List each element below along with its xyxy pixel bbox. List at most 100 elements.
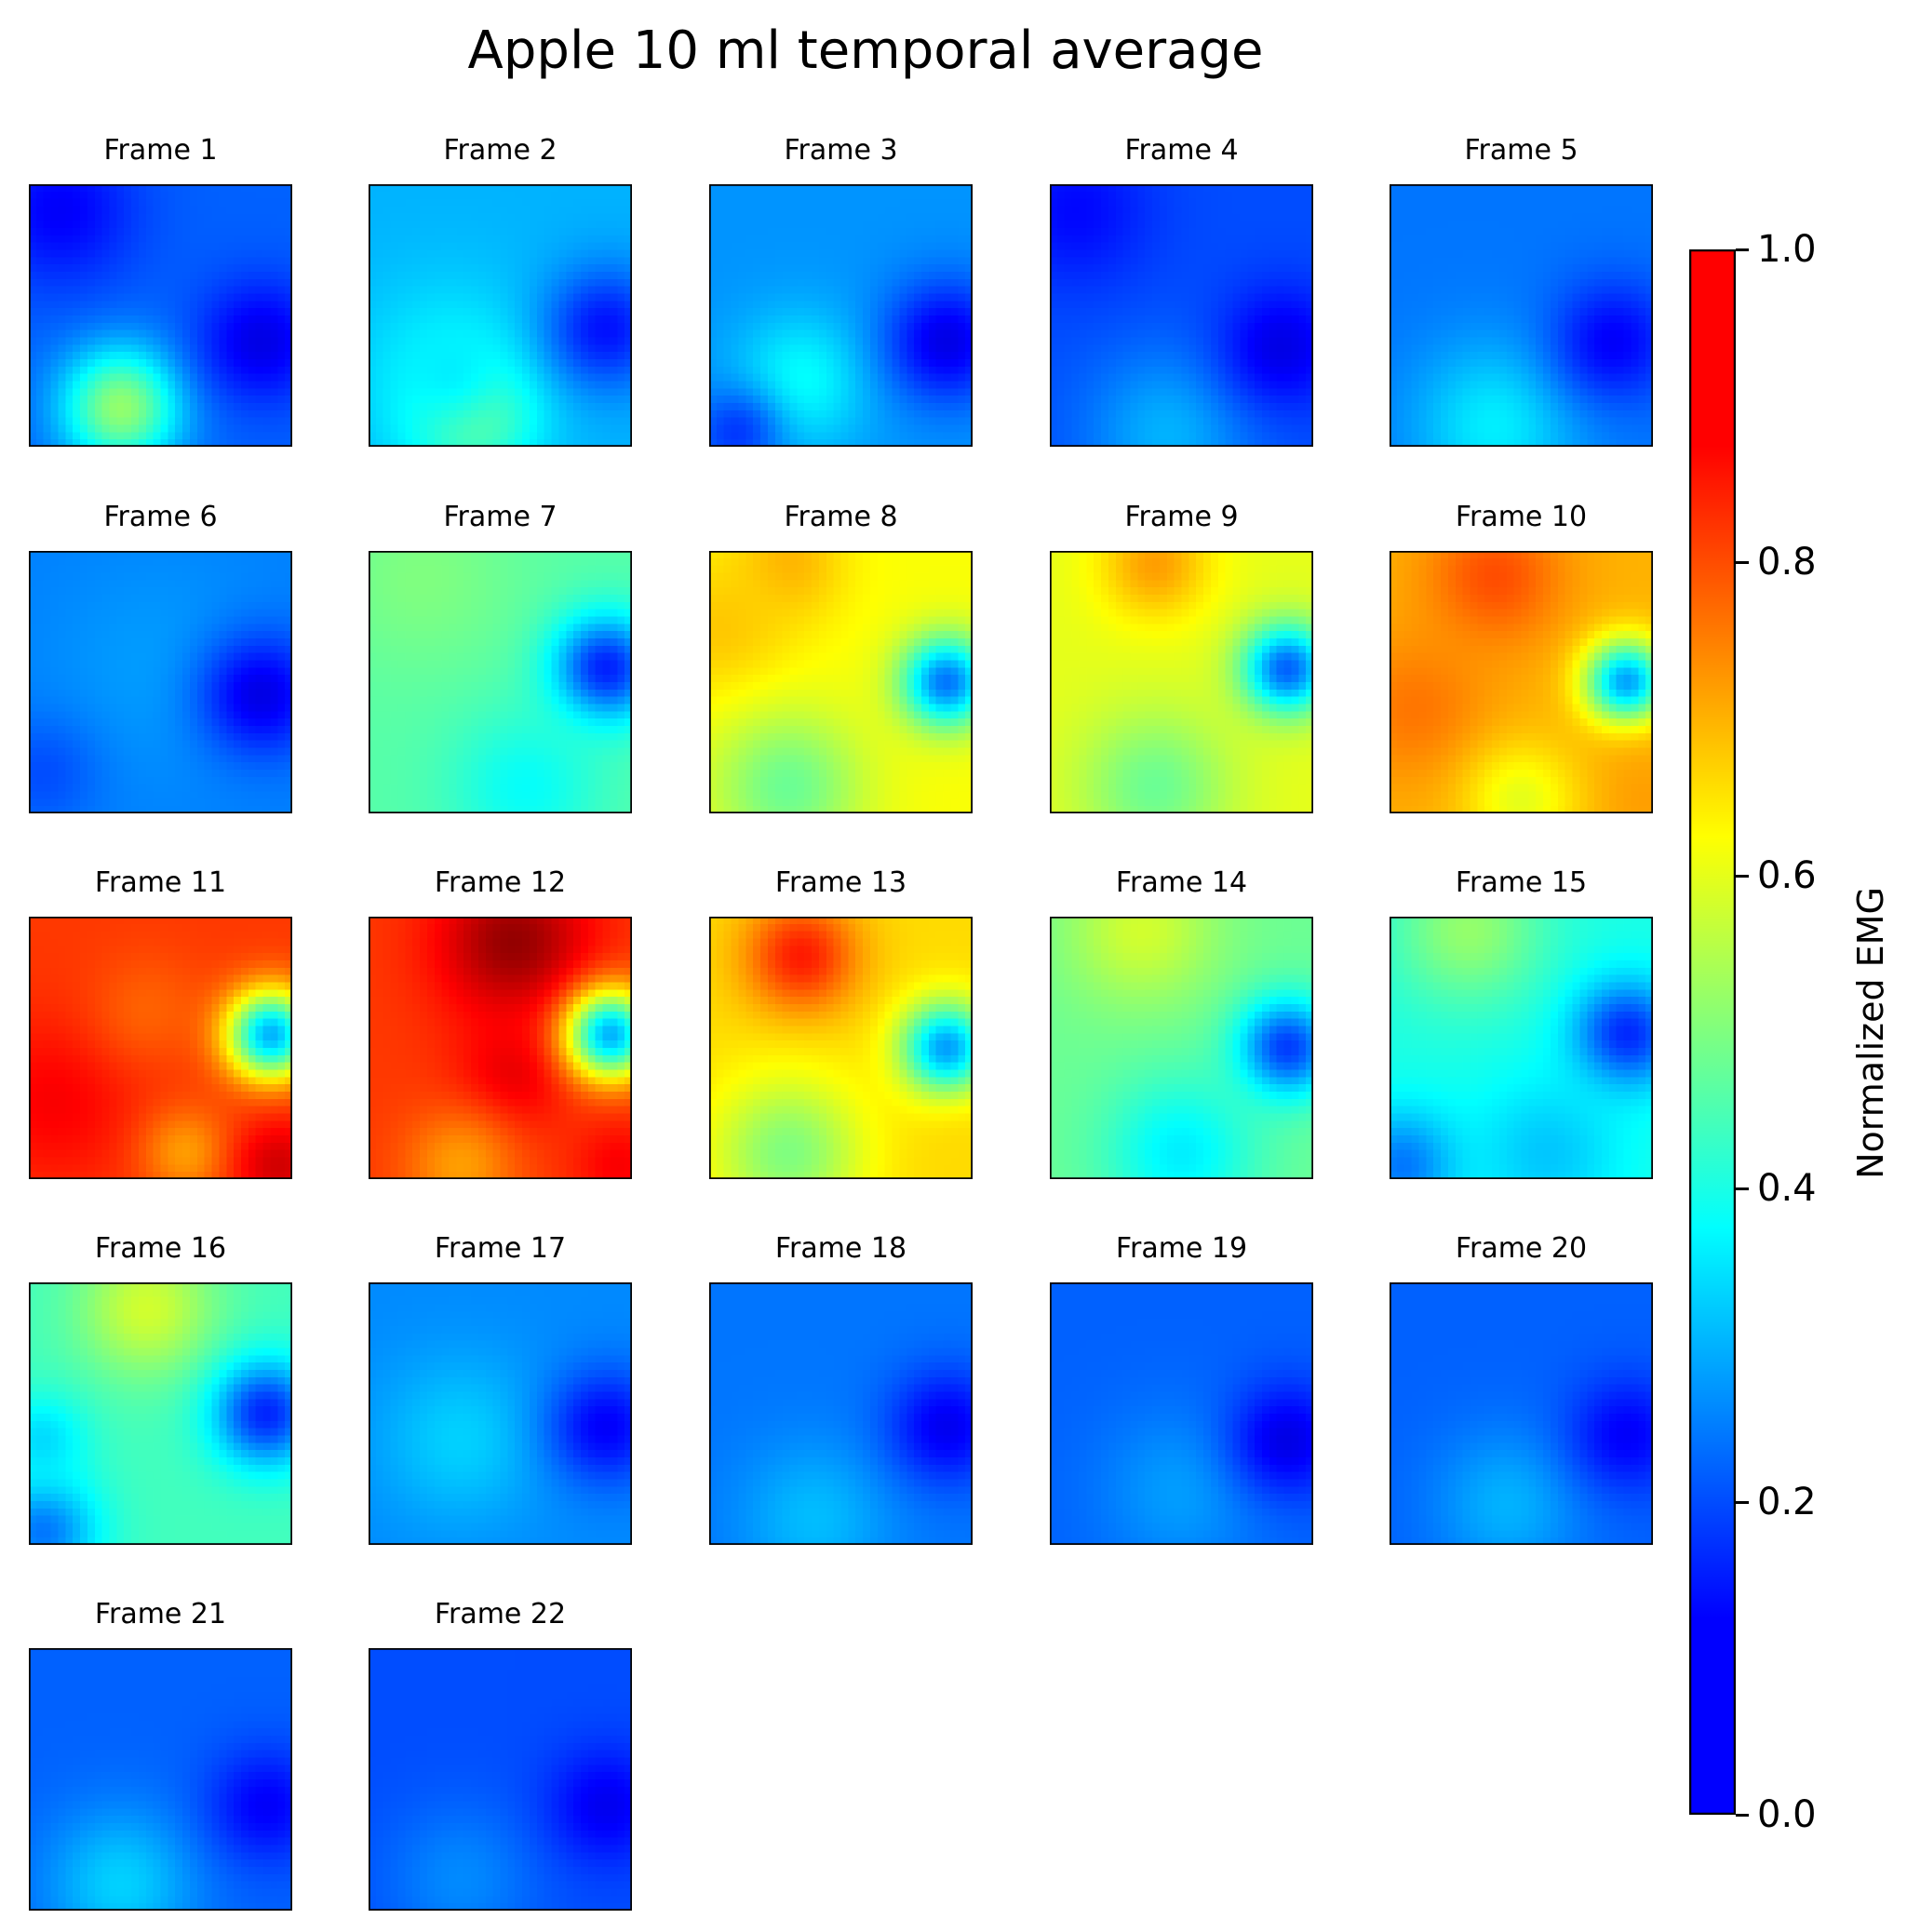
- colorbar-tick-label: 1.0: [1757, 231, 1817, 268]
- colorbar-tick-label: 0.4: [1757, 1170, 1817, 1207]
- heatmap-cells: [1390, 184, 1653, 447]
- heatmap-panel: [29, 551, 292, 813]
- heatmap-panel: [29, 184, 292, 447]
- heatmap-panel: [1390, 917, 1653, 1179]
- heatmap-panel: [1390, 551, 1653, 813]
- heatmap-panel: [1390, 1282, 1653, 1545]
- heatmap-cells: [1390, 1282, 1653, 1545]
- figure-title: Apple 10 ml temporal average: [0, 20, 1731, 81]
- panel-frame: [369, 917, 632, 1179]
- colorbar-tick-mark: [1736, 1500, 1749, 1504]
- panel-title: Frame 14: [1033, 866, 1331, 899]
- panel-frame: [1050, 184, 1313, 447]
- panel-title: Frame 11: [12, 866, 310, 899]
- heatmap-panel: [709, 551, 973, 813]
- panel-title: Frame 17: [352, 1232, 650, 1265]
- panel-title: Frame 4: [1033, 134, 1331, 167]
- panel-title: Frame 3: [692, 134, 990, 167]
- colorbar-tick-mark: [1736, 561, 1749, 565]
- panel-frame: [709, 551, 973, 813]
- heatmap-cells: [1050, 1282, 1313, 1545]
- heatmap-cells: [369, 551, 632, 813]
- panel-frame: [29, 184, 292, 447]
- heatmap-cells: [709, 551, 973, 813]
- heatmap-panel: [369, 917, 632, 1179]
- heatmap-cells: [29, 1648, 292, 1911]
- panel-frame: [1390, 551, 1653, 813]
- panel-title: Frame 16: [12, 1232, 310, 1265]
- heatmap-cells: [369, 917, 632, 1179]
- heatmap-panel: [369, 1282, 632, 1545]
- heatmap-panel: [369, 184, 632, 447]
- panel-title: Frame 1: [12, 134, 310, 167]
- panel-title: Frame 9: [1033, 501, 1331, 533]
- heatmap-panel: [29, 917, 292, 1179]
- heatmap-cells: [709, 1282, 973, 1545]
- panel-title: Frame 6: [12, 501, 310, 533]
- panel-frame: [1050, 917, 1313, 1179]
- heatmap-panel: [709, 917, 973, 1179]
- panel-title: Frame 7: [352, 501, 650, 533]
- heatmap-panel: [709, 184, 973, 447]
- panel-title: Frame 12: [352, 866, 650, 899]
- panel-frame: [29, 917, 292, 1179]
- colorbar-tick-label: 0.6: [1757, 857, 1817, 894]
- panel-frame: [1050, 1282, 1313, 1545]
- heatmap-cells: [709, 917, 973, 1179]
- colorbar-tick-mark: [1736, 1187, 1749, 1191]
- panel-title: Frame 8: [692, 501, 990, 533]
- colorbar-tick-mark: [1736, 1814, 1749, 1817]
- panel-title: Frame 22: [352, 1598, 650, 1630]
- panel-title: Frame 13: [692, 866, 990, 899]
- heatmap-cells: [1390, 551, 1653, 813]
- colorbar-tick-label: 0.2: [1757, 1483, 1817, 1521]
- panel-frame: [29, 551, 292, 813]
- panel-title: Frame 19: [1033, 1232, 1331, 1265]
- heatmap-panel: [1050, 184, 1313, 447]
- colorbar-tick-mark: [1736, 248, 1749, 251]
- heatmap-panel: [1050, 1282, 1313, 1545]
- heatmap-panel: [709, 1282, 973, 1545]
- panel-frame: [369, 1648, 632, 1911]
- heatmap-cells: [369, 184, 632, 447]
- panel-title: Frame 21: [12, 1598, 310, 1630]
- panel-frame: [709, 1282, 973, 1545]
- colorbar-tick-label: 0.8: [1757, 543, 1817, 581]
- panel-frame: [29, 1282, 292, 1545]
- heatmap-panel: [1050, 917, 1313, 1179]
- panel-title: Frame 18: [692, 1232, 990, 1265]
- panel-frame: [709, 917, 973, 1179]
- panel-frame: [1050, 551, 1313, 813]
- panel-frame: [369, 184, 632, 447]
- panel-title: Frame 2: [352, 134, 650, 167]
- heatmap-cells: [29, 917, 292, 1179]
- panel-frame: [709, 184, 973, 447]
- panel-title: Frame 10: [1373, 501, 1671, 533]
- panel-title: Frame 20: [1373, 1232, 1671, 1265]
- heatmap-panel: [29, 1282, 292, 1545]
- heatmap-cells: [369, 1282, 632, 1545]
- heatmap-panel: [369, 1648, 632, 1911]
- heatmap-panels: Frame 1 Frame 2 Frame 3 Frame 4 Frame 5 Frame…: [12, 134, 1671, 1911]
- panel-frame: [29, 1648, 292, 1911]
- heatmap-panel: [369, 551, 632, 813]
- heatmap-panel: [1050, 551, 1313, 813]
- heatmap-panel: [1390, 184, 1653, 447]
- heatmap-cells: [709, 184, 973, 447]
- heatmap-cells: [1050, 917, 1313, 1179]
- panel-frame: [1390, 1282, 1653, 1545]
- colorbar-tick-mark: [1736, 874, 1749, 878]
- heatmap-cells: [29, 1282, 292, 1545]
- heatmap-cells: [1050, 184, 1313, 447]
- colorbar: [1689, 249, 1736, 1815]
- heatmap-cells: [369, 1648, 632, 1911]
- panel-title: Frame 15: [1373, 866, 1671, 899]
- panel-frame: [369, 551, 632, 813]
- heatmap-cells: [1050, 551, 1313, 813]
- panel-frame: [1390, 917, 1653, 1179]
- colorbar-label: Normalized EMG: [1850, 887, 1891, 1179]
- panel-title: Frame 5: [1373, 134, 1671, 167]
- heatmap-cells: [29, 551, 292, 813]
- heatmap-cells: [1390, 917, 1653, 1179]
- panel-frame: [369, 1282, 632, 1545]
